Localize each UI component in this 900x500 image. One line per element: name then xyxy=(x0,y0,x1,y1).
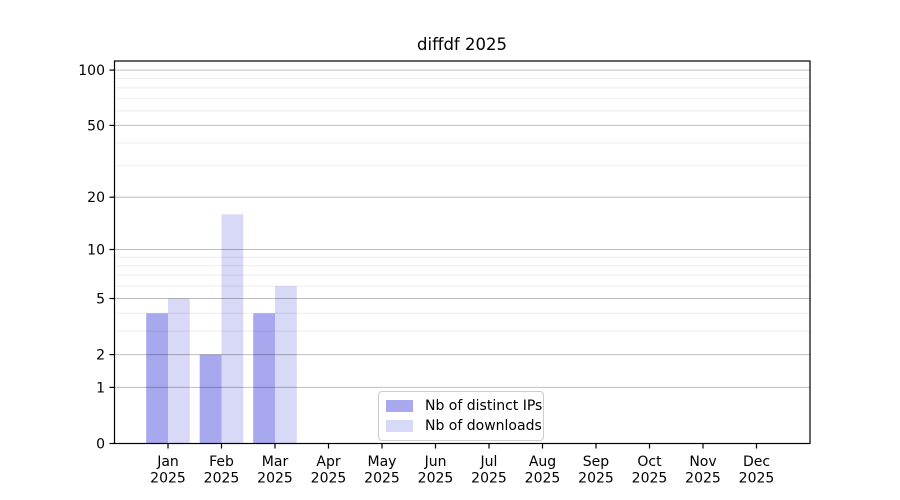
x-tick-label-apr: Apr xyxy=(316,454,340,470)
x-tick-label-jun: Jun xyxy=(424,454,447,470)
x-tick-year-feb: 2025 xyxy=(204,471,240,487)
y-tick-label-5: 5 xyxy=(96,292,105,308)
x-tick-year-mar: 2025 xyxy=(257,471,293,487)
x-tick-label-mar: Mar xyxy=(262,454,289,470)
y-tick-label-1: 1 xyxy=(96,380,105,396)
bar-distinct-ips-jan xyxy=(146,313,168,444)
x-tick-year-sep: 2025 xyxy=(578,471,614,487)
x-tick-label-may: May xyxy=(368,454,397,470)
y-tick-label-2: 2 xyxy=(96,348,105,364)
legend-swatch-distinct-ips xyxy=(386,399,413,412)
y-tick-label-0: 0 xyxy=(96,437,105,453)
x-tick-year-dec: 2025 xyxy=(739,471,775,487)
chart-title: diffdf 2025 xyxy=(417,35,507,54)
bar-distinct-ips-mar xyxy=(253,313,275,444)
x-tick-year-may: 2025 xyxy=(364,471,400,487)
y-tick-label-100: 100 xyxy=(78,63,105,79)
y-tick-label-50: 50 xyxy=(87,118,105,134)
x-tick-label-sep: Sep xyxy=(583,454,610,470)
x-tick-label-jul: Jul xyxy=(480,454,498,470)
x-tick-year-aug: 2025 xyxy=(525,471,561,487)
x-tick-year-jul: 2025 xyxy=(471,471,507,487)
axes-frame xyxy=(113,60,811,445)
x-tick-year-oct: 2025 xyxy=(632,471,668,487)
legend-item-distinct-ips: Nb of distinct IPs xyxy=(386,396,542,415)
x-tick-label-aug: Aug xyxy=(529,454,556,470)
bar-downloads-feb xyxy=(221,214,244,444)
x-tick-label-oct: Oct xyxy=(637,454,662,470)
legend-label-downloads: Nb of downloads xyxy=(425,417,542,434)
x-tick-label-dec: Dec xyxy=(743,454,770,470)
legend: Nb of distinct IPs Nb of downloads xyxy=(378,391,544,441)
x-tick-label-jan: Jan xyxy=(156,454,179,470)
x-tick-label-nov: Nov xyxy=(689,454,716,470)
bar-downloads-jan xyxy=(168,298,190,444)
x-tick-year-nov: 2025 xyxy=(685,471,721,487)
x-tick-year-apr: 2025 xyxy=(311,471,347,487)
x-tick-label-feb: Feb xyxy=(209,454,234,470)
x-tick-year-jun: 2025 xyxy=(418,471,454,487)
legend-label-distinct-ips: Nb of distinct IPs xyxy=(425,397,543,414)
bar-distinct-ips-feb xyxy=(199,354,222,444)
x-tick-year-jan: 2025 xyxy=(150,471,186,487)
y-tick-label-20: 20 xyxy=(87,190,105,206)
bar-downloads-mar xyxy=(275,286,297,444)
legend-item-downloads: Nb of downloads xyxy=(386,416,542,435)
y-tick-label-10: 10 xyxy=(87,243,105,259)
legend-swatch-downloads xyxy=(386,419,413,432)
